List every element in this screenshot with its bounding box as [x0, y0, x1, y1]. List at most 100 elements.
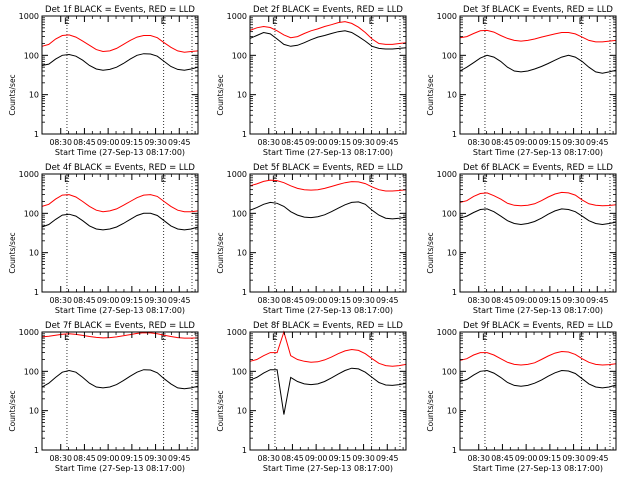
x-tick-label: 08:30: [467, 454, 490, 463]
x-tick-label: 08:45: [281, 138, 304, 147]
y-tick-label: 1: [34, 446, 39, 455]
event-marker-label: E: [579, 17, 585, 27]
x-tick-label: 09:15: [329, 296, 352, 305]
x-tick-label: 09:30: [144, 454, 167, 463]
x-tick-label: 09:15: [121, 454, 144, 463]
x-tick-label: 09:45: [376, 138, 399, 147]
lld-rate-line: [249, 179, 407, 192]
y-axis-label: Counts/sec: [8, 74, 17, 115]
events-rate-line: [249, 201, 407, 220]
y-axis-label: Counts/sec: [216, 232, 225, 273]
x-tick-label: 09:30: [352, 296, 375, 305]
x-axis-label: Start Time (27-Sep-13 08:17:00): [55, 306, 185, 315]
plot-title: Det 1f BLACK = Events, RED = LLD: [45, 5, 195, 15]
event-marker-label: E: [482, 17, 488, 27]
y-tick-label: 100: [24, 209, 39, 218]
event-marker-label: E: [482, 333, 488, 343]
x-tick-label: 08:45: [491, 454, 514, 463]
lld-rate-line: [459, 191, 617, 207]
x-tick-label: 08:45: [281, 454, 304, 463]
x-tick-label: 08:45: [281, 296, 304, 305]
plot-frame: [249, 173, 407, 293]
event-marker-label: E: [64, 175, 70, 185]
y-tick-label: 10: [237, 407, 247, 416]
plot-frame: [459, 15, 617, 135]
plot-frame: [459, 173, 617, 293]
y-tick-label: 1: [452, 288, 457, 297]
lld-rate-line: [249, 330, 407, 367]
y-tick-label: 10: [29, 91, 39, 100]
x-tick-label: 09:00: [515, 296, 538, 305]
x-tick-label: 09:30: [562, 296, 585, 305]
x-tick-label: 09:30: [144, 138, 167, 147]
y-axis-label: Counts/sec: [8, 390, 17, 431]
x-tick-label: 09:00: [97, 454, 120, 463]
x-tick-label: 09:00: [97, 296, 120, 305]
lld-rate-line: [41, 34, 199, 53]
y-tick-label: 100: [24, 51, 39, 60]
y-tick-label: 1000: [437, 12, 457, 21]
event-marker-label: E: [272, 333, 278, 343]
plot-title: Det 6f BLACK = Events, RED = LLD: [463, 163, 613, 173]
x-axis-label: Start Time (27-Sep-13 08:17:00): [263, 464, 393, 473]
plot-panel: Det 3f BLACK = Events, RED = LLD E E 1 10 100…: [426, 5, 617, 157]
y-tick-label: 1: [452, 130, 457, 139]
y-tick-label: 1000: [19, 170, 39, 179]
event-marker-label: E: [579, 333, 585, 343]
events-rate-line: [249, 30, 407, 50]
x-tick-label: 08:30: [467, 296, 490, 305]
plot-frame: [41, 173, 199, 293]
event-marker-label: E: [161, 17, 167, 27]
y-tick-label: 100: [232, 367, 247, 376]
x-tick-label: 09:00: [305, 296, 328, 305]
plot-frame: [41, 331, 199, 451]
events-rate-line: [41, 53, 199, 71]
plot-title: Det 2f BLACK = Events, RED = LLD: [253, 5, 403, 15]
x-tick-label: 08:45: [73, 454, 96, 463]
x-tick-label: 09:00: [515, 454, 538, 463]
y-tick-label: 1000: [227, 328, 247, 337]
event-marker-label: E: [161, 175, 167, 185]
y-tick-label: 1: [34, 288, 39, 297]
y-tick-label: 1000: [227, 170, 247, 179]
plot-panel: Det 8f BLACK = Events, RED = LLD E E 1 10 100…: [216, 321, 407, 473]
plot-frame: [41, 15, 199, 135]
x-tick-label: 08:30: [49, 138, 72, 147]
lld-rate-line: [41, 332, 199, 339]
y-tick-label: 1: [34, 130, 39, 139]
y-tick-label: 1000: [19, 12, 39, 21]
plot-frame: [249, 15, 407, 135]
x-tick-label: 09:00: [515, 138, 538, 147]
y-axis-label: Counts/sec: [426, 74, 435, 115]
x-tick-label: 08:45: [491, 296, 514, 305]
event-marker-label: E: [161, 333, 167, 343]
events-rate-line: [41, 212, 199, 231]
event-marker-label: E: [579, 175, 585, 185]
y-tick-label: 100: [232, 51, 247, 60]
y-tick-label: 1: [242, 288, 247, 297]
lld-rate-line: [459, 350, 617, 366]
x-tick-label: 09:45: [168, 454, 191, 463]
x-axis-label: Start Time (27-Sep-13 08:17:00): [263, 148, 393, 157]
x-tick-label: 09:45: [376, 454, 399, 463]
events-rate-line: [459, 54, 617, 74]
y-tick-label: 10: [29, 407, 39, 416]
y-tick-label: 1000: [437, 170, 457, 179]
plot-frame: [249, 331, 407, 451]
x-tick-label: 08:30: [257, 454, 280, 463]
y-tick-label: 100: [442, 209, 457, 218]
lld-rate-line: [41, 194, 199, 213]
y-tick-label: 100: [442, 367, 457, 376]
x-tick-label: 09:30: [144, 296, 167, 305]
x-tick-label: 09:45: [168, 296, 191, 305]
x-tick-label: 09:15: [539, 454, 562, 463]
x-axis-label: Start Time (27-Sep-13 08:17:00): [55, 148, 185, 157]
x-tick-label: 08:45: [73, 296, 96, 305]
plot-title: Det 3f BLACK = Events, RED = LLD: [463, 5, 613, 15]
x-tick-label: 08:45: [491, 138, 514, 147]
event-marker-label: E: [482, 175, 488, 185]
y-axis-label: Counts/sec: [426, 232, 435, 273]
y-tick-label: 10: [29, 249, 39, 258]
